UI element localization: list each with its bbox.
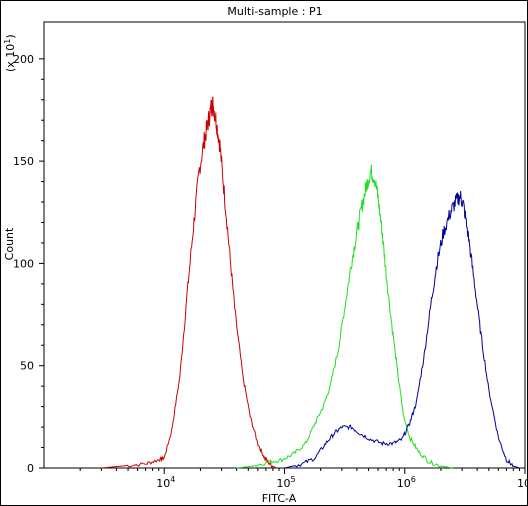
y-tick-label: 200 xyxy=(13,53,34,66)
y-axis-label: Count xyxy=(3,227,16,260)
x-ticks: 104 105 106 107 xyxy=(79,468,528,490)
x-tick-label: 104 xyxy=(156,475,175,490)
series-line-2 xyxy=(284,190,520,469)
y-tick-label: 0 xyxy=(27,462,34,475)
chart-title: Multi-sample : P1 xyxy=(227,5,322,18)
x-tick-label: 105 xyxy=(277,475,296,490)
y-tick-label: 150 xyxy=(13,155,34,168)
series-line-0 xyxy=(101,96,277,469)
y-multiplier-exp: 1 xyxy=(3,39,12,44)
series-group xyxy=(101,96,520,469)
y-multiplier-label: (x 10 xyxy=(4,44,17,72)
x-tick-label: 107 xyxy=(517,475,528,490)
y-tick-label: 100 xyxy=(13,257,34,270)
svg-text:(x 101): (x 101) xyxy=(3,34,17,72)
x-axis-label: FITC-A xyxy=(262,492,297,505)
y-ticks: 0 50 100 150 200 xyxy=(13,53,44,475)
y-tick-label: 50 xyxy=(20,360,34,373)
y-axis-multiplier: (x 101) xyxy=(3,34,17,72)
x-tick-label: 106 xyxy=(397,475,416,490)
